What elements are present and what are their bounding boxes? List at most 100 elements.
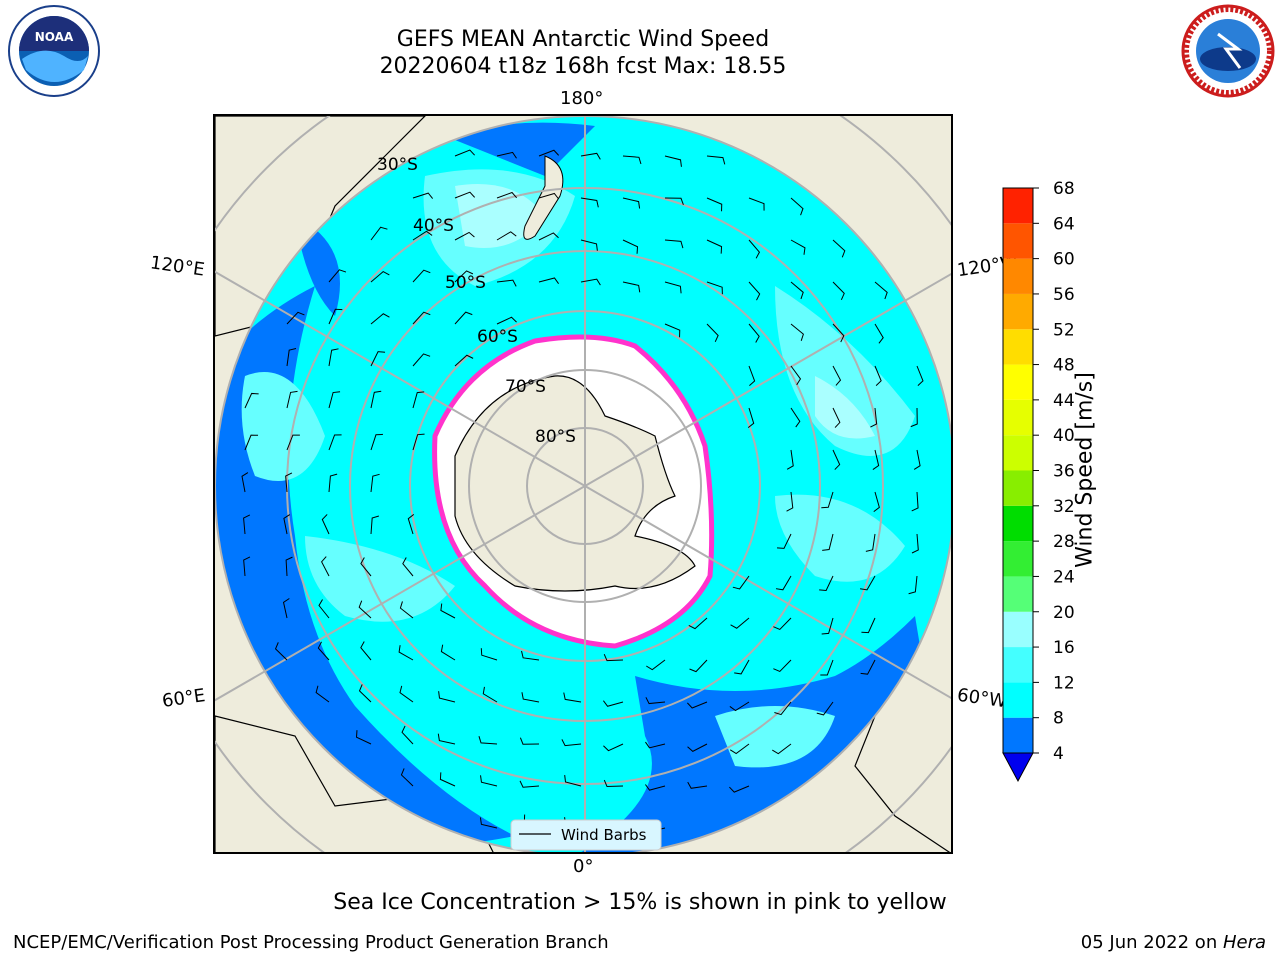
wind-barb: [286, 348, 297, 367]
colorbar: 4 8 12 16 20 24 28 32 36 40 44 48 52 56 60 64 68: [1002, 179, 1075, 783]
wind-barb: [622, 281, 641, 293]
colorbar-tick-label: 36: [1053, 462, 1075, 482]
wind-barb: [283, 514, 291, 535]
wind-barb: [538, 149, 560, 157]
colorbar-tick-label: 20: [1053, 603, 1075, 623]
wind-barb: [282, 598, 290, 619]
wind-barb: [285, 556, 293, 577]
wind-barb: [496, 231, 517, 241]
colorbar-segment: [1003, 647, 1033, 683]
wind-barb: [706, 155, 726, 165]
wind-barb: [496, 191, 518, 199]
wind-barb: [412, 391, 425, 409]
wind-barb: [440, 644, 456, 661]
colorbar-tick-label: 24: [1053, 567, 1075, 587]
colorbar-segment: [1003, 258, 1033, 294]
new-zealand: [523, 155, 564, 240]
wind-barb: [729, 743, 750, 755]
colorbar-tick-label: 52: [1053, 320, 1075, 340]
wind-barb: [438, 691, 456, 703]
wind-barb: [874, 365, 882, 386]
wind-barb: [865, 533, 876, 552]
wind-barb: [358, 684, 372, 703]
wind-barb: [412, 269, 431, 283]
wind-barb: [773, 659, 792, 673]
wind-barb: [832, 449, 841, 470]
wind-barb: [328, 473, 338, 493]
colorbar-label: Wind Speed [m/s]: [1072, 372, 1098, 568]
wind-barb: [774, 701, 792, 716]
wind-barb: [645, 697, 666, 705]
wind-barb: [370, 473, 380, 493]
wind-barb: [538, 232, 559, 241]
wind-barb: [398, 645, 414, 661]
wind-barb: [706, 281, 723, 295]
wind-barb: [561, 739, 582, 747]
map-legend: Wind Barbs: [510, 819, 662, 851]
wind-barb: [706, 197, 723, 212]
wind-barb: [622, 155, 642, 165]
sea-ice-note: Sea Ice Concentration > 15% is shown in …: [333, 890, 947, 915]
wind-barb: [603, 779, 624, 787]
wind-barb: [285, 472, 293, 493]
wind-barb: [687, 743, 708, 752]
wind-barb: [832, 281, 845, 300]
colorbar-segment: [1003, 682, 1033, 718]
wind-barb: [729, 785, 750, 793]
wind-barb: [454, 270, 474, 283]
wind-barb: [773, 617, 792, 631]
wind-barb: [321, 556, 330, 577]
wind-barb: [318, 599, 330, 619]
wind-barb: [622, 197, 641, 209]
colorbar-tick-label: 48: [1053, 356, 1075, 376]
wind-barb: [664, 239, 684, 249]
wind-barb: [243, 514, 251, 535]
lat-label-30: 30°S: [377, 155, 418, 175]
wind-barb: [790, 407, 801, 428]
wind-barb: [664, 155, 682, 167]
colorbar-tick-label: 40: [1053, 426, 1075, 446]
high-wind-regions: [455, 184, 875, 439]
wind-barb: [776, 533, 792, 549]
wind-barb: [732, 575, 750, 590]
wind-barb: [328, 391, 341, 409]
wind-barb: [370, 351, 386, 367]
wind-barb: [911, 491, 919, 512]
wind-barb: [580, 278, 601, 286]
wind-barb: [821, 617, 834, 635]
colorbar-segment: [1003, 576, 1033, 612]
wind-barb: [580, 197, 599, 208]
wind-barb: [412, 230, 433, 241]
colorbar-tick-label: 44: [1053, 391, 1075, 411]
wind-barb: [370, 313, 390, 325]
wind-barb: [748, 365, 756, 387]
chart-subtitle: 20220604 t18z 168h fcst Max: 18.55: [379, 54, 787, 79]
wind-barb: [328, 434, 342, 451]
colorbar-segment: [1003, 188, 1033, 224]
wind-barb: [706, 239, 723, 254]
wind-barb: [832, 407, 841, 428]
lat-label-50: 50°S: [445, 273, 486, 293]
wind-barb: [790, 239, 806, 255]
colorbar-tick-label: 12: [1053, 673, 1075, 693]
colorbar-tick-label: 56: [1053, 285, 1075, 305]
map-frame: 30°S 40°S 50°S 60°S 70°S 80°S Wind Barbs: [213, 114, 953, 854]
wind-barb: [360, 557, 372, 577]
wind-barb: [687, 701, 708, 709]
wind-barb: [688, 617, 708, 630]
wind-barb: [734, 659, 750, 675]
wind-barb: [412, 311, 431, 325]
wind-barb: [816, 701, 834, 716]
wind-barb: [645, 741, 666, 749]
wind-barb: [482, 686, 498, 703]
wind-barb: [317, 641, 330, 661]
wind-barb: [496, 316, 517, 325]
wind-barb: [328, 269, 347, 283]
footer-date: 05 Jun 2022 on Hera: [1081, 932, 1266, 953]
colorbar-segment: [1003, 223, 1033, 259]
nws-logo: [1178, 4, 1278, 98]
wind-barb: [748, 323, 760, 343]
wind-barb: [402, 557, 414, 577]
wind-barb: [454, 149, 475, 157]
wind-barb: [315, 685, 330, 703]
